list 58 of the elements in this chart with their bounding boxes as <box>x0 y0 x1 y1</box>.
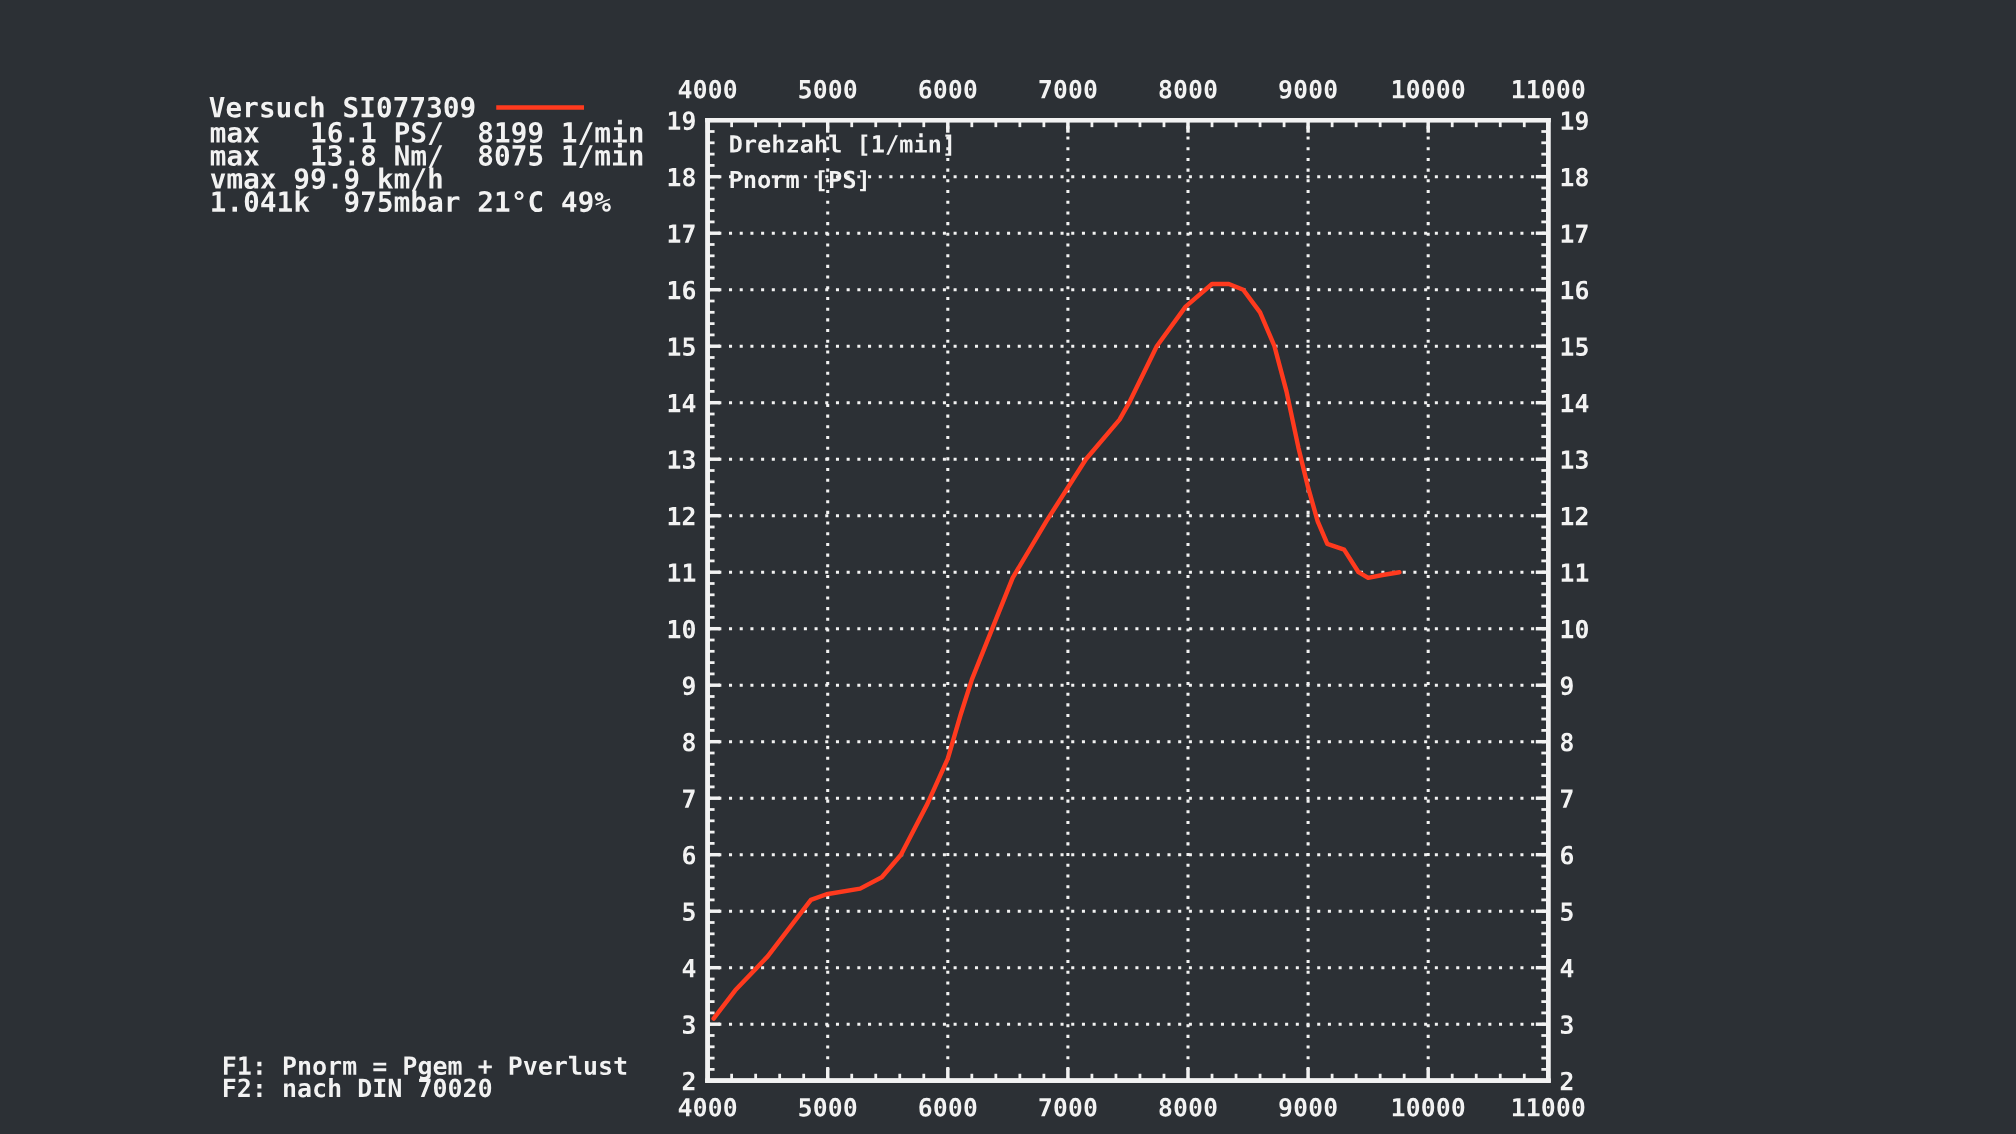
x-tick-label: 11000 <box>1512 1097 1585 1117</box>
x-tick-label: 10000 <box>1392 1097 1465 1117</box>
y2-tick-label: 11 <box>1561 563 1589 582</box>
y2-tick-label: 18 <box>1561 167 1588 187</box>
y2-tick-label: 19 <box>1561 111 1588 131</box>
x2-tick-label: 10000 <box>1392 79 1465 99</box>
y-tick-label: 13 <box>668 450 695 470</box>
y-tick-label: 15 <box>668 337 695 357</box>
y2-tick-label: 8 <box>1560 732 1573 752</box>
y2-tick-label: 14 <box>1561 393 1589 413</box>
x-tick-label: 7000 <box>1039 1097 1097 1117</box>
y-tick-label: 3 <box>682 1015 695 1035</box>
text: max 16.1 PS/ 8199 1/min max 13.8 Nm/ 8075 1/min vmax 99.9 km/h 1.041k 975mbar 21°C 49% <box>210 119 643 213</box>
x-axis-title: Drehzahl [1/min] <box>730 133 952 156</box>
y-tick-label: 18 <box>668 167 695 187</box>
y2-tick-label: 17 <box>1561 224 1588 243</box>
y2-tick-label: 12 <box>1561 506 1588 526</box>
y-tick-label: 12 <box>668 506 695 526</box>
x-tick-label: 9000 <box>1279 1097 1337 1117</box>
y2-tick-label: 7 <box>1561 789 1573 808</box>
x-tick-label: 4000 <box>678 1097 737 1117</box>
y2-tick-label: 4 <box>1560 958 1574 978</box>
y-tick-label: 11 <box>668 563 696 582</box>
y2-tick-label: 10 <box>1561 619 1588 639</box>
line-series <box>711 281 1402 1021</box>
x2-tick-label: 8000 <box>1159 79 1217 99</box>
y-tick-label: 9 <box>682 676 695 696</box>
y2-tick-label: 9 <box>1560 676 1573 696</box>
x2-tick-label: 4000 <box>678 79 737 99</box>
y-tick-label: 4 <box>682 958 696 978</box>
y2-tick-label: 5 <box>1561 902 1573 922</box>
x2-tick-label: 5000 <box>799 79 857 99</box>
y2-tick-label: 3 <box>1560 1015 1573 1035</box>
y-tick-label: 16 <box>668 280 696 300</box>
y-tick-label: 7 <box>683 789 695 808</box>
x-tick-label: 8000 <box>1159 1097 1217 1117</box>
text: F1: Pnorm = Pgem + Pverlust F2: nach DIN 70020 <box>223 1055 627 1098</box>
y-axis-title: Pnorm [PS] <box>730 170 866 192</box>
y-tick-label: 2 <box>682 1071 695 1091</box>
y-tick-label: 14 <box>668 393 696 413</box>
y-tick-label: 8 <box>683 732 695 752</box>
y-tick-label: 6 <box>683 845 696 865</box>
x2-tick-label: 11000 <box>1512 79 1585 99</box>
y2-tick-label: 2 <box>1560 1071 1573 1091</box>
x2-tick-label: 6000 <box>919 79 977 99</box>
x-tick-label: 6000 <box>919 1097 977 1117</box>
x2-tick-label: 9000 <box>1279 79 1337 99</box>
y-tick-label: 10 <box>668 619 696 639</box>
y-tick-label: 17 <box>668 224 695 243</box>
y2-tick-label: 6 <box>1561 845 1574 865</box>
y-tick-label: 19 <box>668 111 695 131</box>
y2-tick-label: 13 <box>1561 450 1588 470</box>
y-tick-label: 5 <box>683 902 695 922</box>
y2-tick-label: 16 <box>1561 280 1589 300</box>
x-tick-label: 5000 <box>799 1097 857 1117</box>
legend-label: Versuch SI077309 <box>209 96 475 118</box>
x2-tick-label: 7000 <box>1039 79 1097 99</box>
y2-tick-label: 15 <box>1561 337 1588 357</box>
